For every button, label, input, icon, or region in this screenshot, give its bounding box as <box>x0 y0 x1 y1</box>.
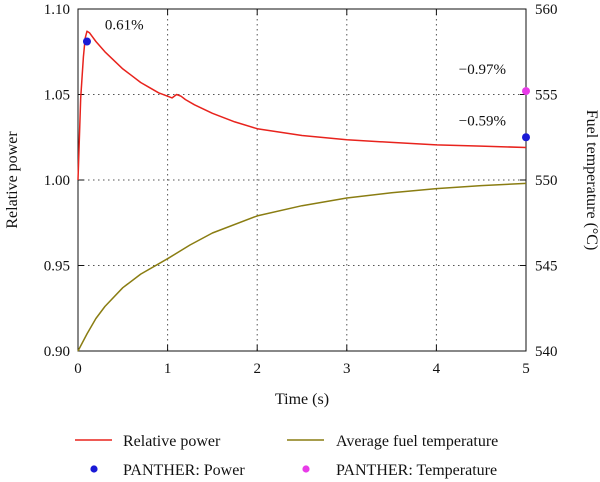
panther-markers <box>82 37 530 142</box>
legend: Relative power Average fuel temperature … <box>75 433 498 479</box>
x-tick-label: 1 <box>164 361 172 377</box>
marker-panther-temperature <box>522 87 530 96</box>
marker-panther-power <box>522 133 530 142</box>
y-right-tick-label: 540 <box>535 344 558 360</box>
y-left-axis-title: Relative power <box>4 131 21 229</box>
series-line-relative-power <box>77 30 527 181</box>
legend-label-panther-power: PANTHER: Power <box>123 462 245 479</box>
x-axis-title: Time (s) <box>275 391 329 408</box>
y-left-tick-label: 1.05 <box>44 88 70 104</box>
legend-swatch-panther-power <box>90 465 98 473</box>
legend-label-panther-temperature: PANTHER: Temperature <box>336 462 497 479</box>
y-right-tick-label: 555 <box>535 88 558 104</box>
y-right-tick-label: 545 <box>535 259 558 275</box>
x-tick-labels: 0 1 2 3 4 5 <box>74 361 530 377</box>
y-left-tick-label: 1.10 <box>44 2 70 18</box>
y-right-axis-title: Fuel temperature (°C) <box>583 110 600 251</box>
legend-label-average-fuel-temperature: Average fuel temperature <box>336 433 498 450</box>
legend-swatch-panther-temperature <box>302 465 310 473</box>
gridlines <box>78 9 526 351</box>
y-right-tick-label: 560 <box>535 2 558 18</box>
x-tick-label: 5 <box>522 361 530 377</box>
marker-panther-power <box>82 37 91 46</box>
x-tick-label: 0 <box>74 361 82 377</box>
y-right-tick-labels: 540 545 550 555 560 <box>535 2 558 360</box>
y-left-tick-label: 0.95 <box>44 259 70 275</box>
series-lines <box>77 30 527 352</box>
annotation-label: 0.61% <box>105 18 144 34</box>
tick-marks <box>77 8 527 352</box>
y-right-tick-label: 550 <box>535 173 558 189</box>
x-tick-label: 4 <box>433 361 441 377</box>
y-left-tick-label: 1.00 <box>44 173 70 189</box>
annotation-label: −0.97% <box>459 62 506 78</box>
y-left-tick-labels: 0.90 0.95 1.00 1.05 1.10 <box>44 2 70 360</box>
x-tick-label: 3 <box>343 361 351 377</box>
y-left-tick-label: 0.90 <box>44 344 70 360</box>
annotations: 0.61% −0.97% −0.59% <box>105 18 506 130</box>
x-tick-label: 2 <box>253 361 261 377</box>
legend-label-relative-power: Relative power <box>123 433 221 450</box>
series-line-average-fuel-temperature <box>77 182 527 352</box>
annotation-label: −0.59% <box>459 113 506 129</box>
